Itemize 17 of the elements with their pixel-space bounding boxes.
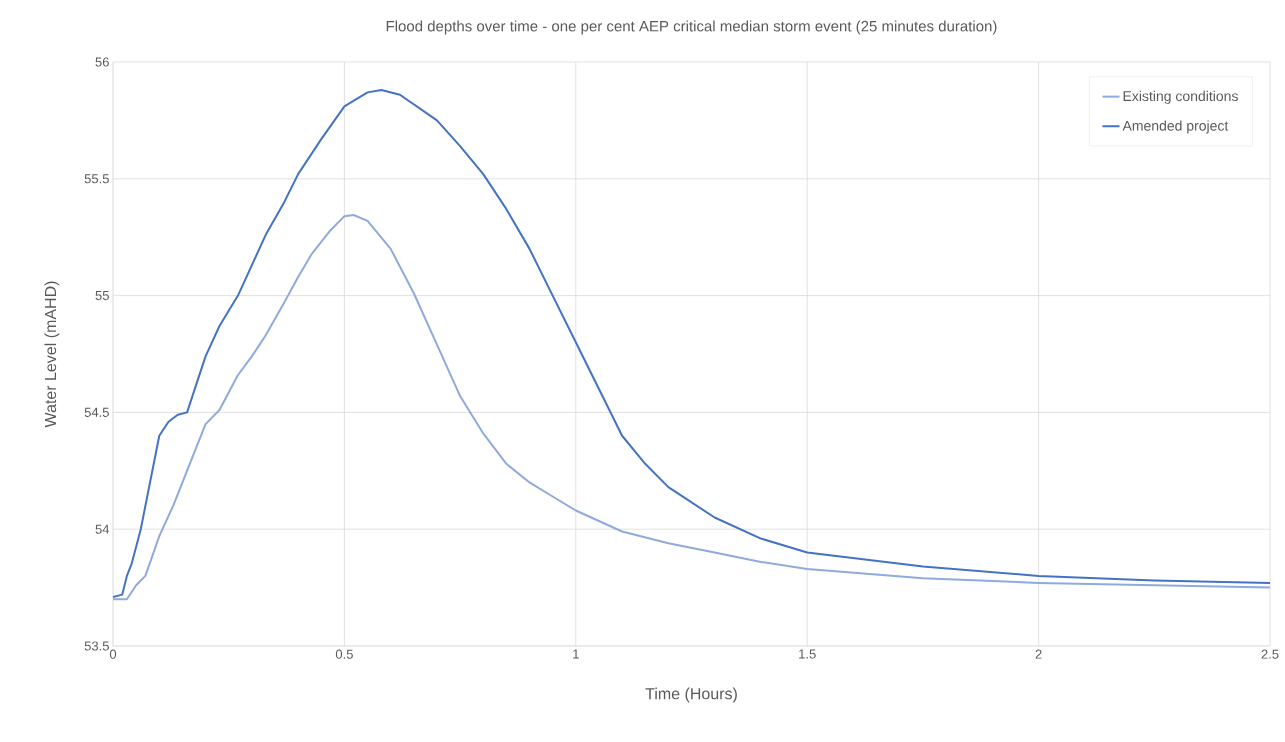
chart-title: Flood depths over time - one per cent AEP critical median storm event (25 minutes duration)	[386, 20, 997, 35]
y-tick-label: 54	[95, 524, 110, 534]
x-tick-label: 2.5	[1261, 649, 1279, 659]
y-tick-label: 56	[95, 57, 109, 67]
x-tick-label: 0	[109, 649, 117, 659]
x-tick-label: 1.5	[799, 649, 816, 659]
y-tick-label: 54.5	[84, 407, 109, 417]
x-axis-title: Time (Hours)	[645, 687, 737, 703]
legend-label: Amended project	[1122, 120, 1229, 134]
x-tick-label: 1	[573, 649, 579, 659]
legend-label: Existing conditions	[1123, 90, 1238, 104]
y-tick-label: 55	[95, 291, 109, 301]
x-tick-label: 2	[1035, 649, 1042, 659]
y-tick-label: 53.5	[84, 641, 109, 651]
x-tick-label: 0.5	[335, 649, 353, 659]
y-axis-title: Water Level (mAHD)	[44, 281, 60, 428]
y-tick-label: 55.5	[84, 174, 109, 184]
